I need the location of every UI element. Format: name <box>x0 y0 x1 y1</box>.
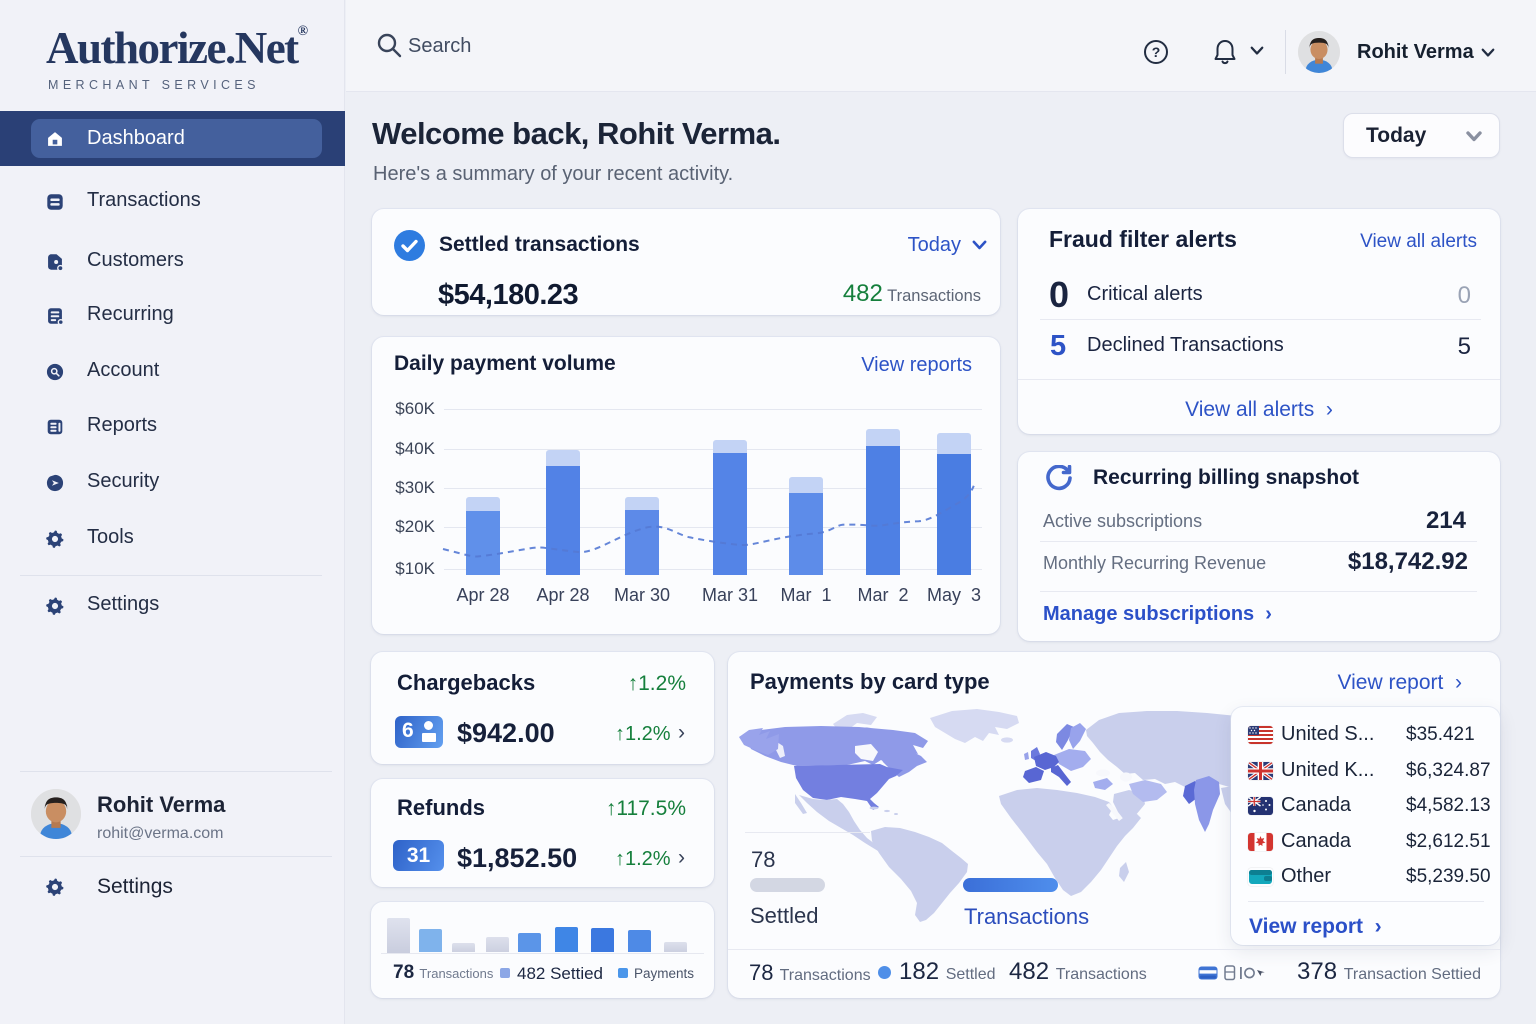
svg-text:?: ? <box>1152 44 1161 60</box>
